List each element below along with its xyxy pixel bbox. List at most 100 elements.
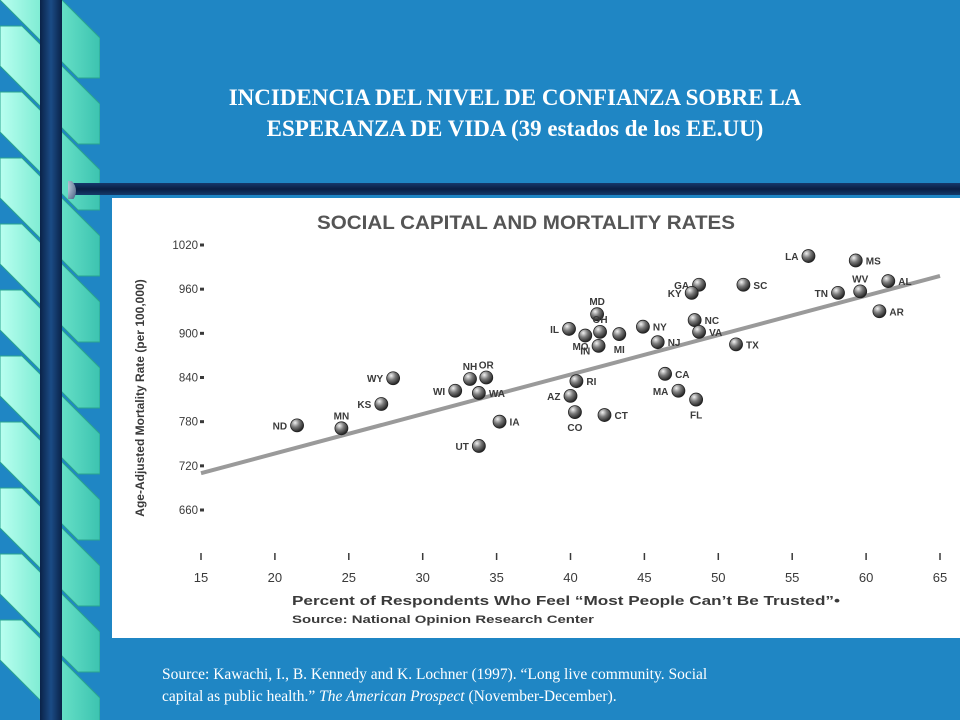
point-label: MN — [334, 411, 350, 422]
point-label: OR — [479, 361, 495, 372]
data-point-wa: WA — [471, 386, 505, 400]
data-point-wi: WI — [433, 383, 463, 398]
data-point-sc: SC — [736, 277, 767, 292]
y-tick-mark — [200, 464, 204, 468]
source-line-2-a: capital as public health.” — [162, 688, 320, 705]
point-marker — [853, 284, 868, 299]
data-point-wy: WY — [367, 371, 401, 385]
data-point-wv: WV — [852, 274, 869, 299]
x-tick-label: 30 — [415, 570, 429, 585]
point-marker — [801, 249, 816, 263]
data-point-mn: MN — [334, 411, 350, 436]
data-point-ny: NY — [636, 319, 667, 334]
y-tick-mark — [200, 331, 204, 335]
title-divider — [68, 181, 960, 199]
title-line-1: INCIDENCIA DEL NIVEL DE CONFIANZA SOBRE … — [228, 85, 802, 110]
point-label: NC — [705, 316, 719, 327]
point-label: AZ — [547, 392, 560, 403]
point-label: VA — [709, 328, 722, 339]
chart-source-note: Source: National Opinion Research Center — [292, 614, 595, 626]
point-label: IN — [580, 347, 590, 358]
point-marker — [563, 389, 578, 403]
y-axis-label: Age-Adjusted Mortality Rate (per 100,000… — [133, 279, 147, 516]
data-point-ct: CT — [597, 408, 628, 422]
data-point-in: IN — [578, 328, 593, 358]
trend-line — [200, 273, 941, 476]
point-marker — [448, 383, 463, 398]
point-marker — [590, 307, 605, 322]
point-marker — [831, 285, 845, 300]
x-tick-label: 20 — [268, 570, 282, 585]
source-line-2: capital as public health.” The American … — [162, 686, 882, 708]
data-point-ar: AR — [872, 304, 905, 319]
point-label: IA — [510, 418, 520, 429]
point-marker — [848, 253, 863, 268]
y-tick-mark — [200, 420, 204, 424]
point-label: WA — [489, 389, 505, 400]
point-marker — [881, 274, 896, 288]
data-point-il: IL — [550, 322, 576, 336]
point-marker — [463, 372, 477, 386]
point-marker — [612, 327, 627, 341]
point-label: WV — [852, 274, 868, 285]
y-tick-mark — [200, 508, 204, 512]
data-point-nj: NJ — [650, 335, 680, 349]
data-point-nd: ND — [273, 418, 304, 433]
y-tick-label: 900 — [179, 328, 198, 340]
data-point-tx: TX — [729, 337, 759, 351]
point-marker — [597, 408, 612, 422]
point-label: NY — [653, 323, 667, 334]
point-label: MO — [572, 342, 588, 353]
point-label: WI — [433, 387, 445, 398]
title-line-2: ESPERANZA DE VIDA (39 estados de los EE.… — [266, 116, 764, 141]
point-marker — [471, 439, 486, 453]
point-label: LA — [785, 252, 798, 263]
data-point-ks: KS — [357, 397, 389, 411]
data-point-la: LA — [785, 249, 816, 263]
axes: 660 720 780 840 900 960 1020 15 20 25 30 35 40 45 50 55… — [172, 240, 947, 585]
point-label: KS — [357, 400, 371, 411]
x-tick-label: 25 — [342, 570, 356, 585]
point-marker — [290, 418, 304, 433]
x-tick-label: 60 — [859, 570, 873, 585]
data-point-ia: IA — [492, 414, 520, 429]
point-label: MI — [614, 345, 625, 356]
point-label: WY — [367, 374, 383, 385]
data-point-az: AZ — [547, 389, 578, 403]
x-tick-label: 45 — [637, 570, 651, 585]
point-marker — [471, 386, 486, 400]
y-tick-label: 840 — [179, 373, 198, 385]
point-marker — [591, 338, 606, 353]
y-tick-mark — [200, 376, 204, 379]
x-axis-label: Percent of Respondents Who Feel “Most Pe… — [292, 593, 841, 608]
point-marker — [872, 304, 887, 319]
point-label: ND — [273, 421, 287, 432]
point-label: NH — [463, 362, 477, 373]
data-point-va: VA — [692, 324, 722, 339]
chart-panel: SOCIAL CAPITAL AND MORTALITY RATES Age-A… — [112, 198, 960, 638]
point-label: KY — [668, 289, 682, 300]
data-point-mi: MI — [612, 327, 627, 356]
point-marker — [593, 324, 607, 339]
point-marker — [671, 383, 686, 398]
data-point-ut: UT — [456, 439, 486, 453]
point-label: TN — [815, 289, 828, 300]
divider-bullet — [68, 181, 76, 199]
x-tick-label: 55 — [785, 570, 799, 585]
point-label: CT — [614, 411, 627, 422]
y-axis-label-group: Age-Adjusted Mortality Rate (per 100,000… — [133, 279, 147, 516]
point-label: OH — [593, 315, 608, 326]
data-point-nc: NC — [687, 313, 719, 327]
x-tick-label: 35 — [489, 570, 503, 585]
point-marker — [687, 313, 702, 327]
vertical-dark-strip — [40, 0, 62, 720]
point-label: GA — [674, 281, 689, 292]
point-label: MD — [589, 297, 605, 308]
source-journal: The American Prospect — [319, 688, 465, 705]
data-point-fl: FL — [689, 392, 704, 422]
data-point-tn: TN — [815, 285, 845, 300]
x-tick-label: 40 — [563, 570, 577, 585]
y-tick-label: 660 — [179, 505, 198, 517]
data-point-al: AL — [881, 274, 912, 288]
